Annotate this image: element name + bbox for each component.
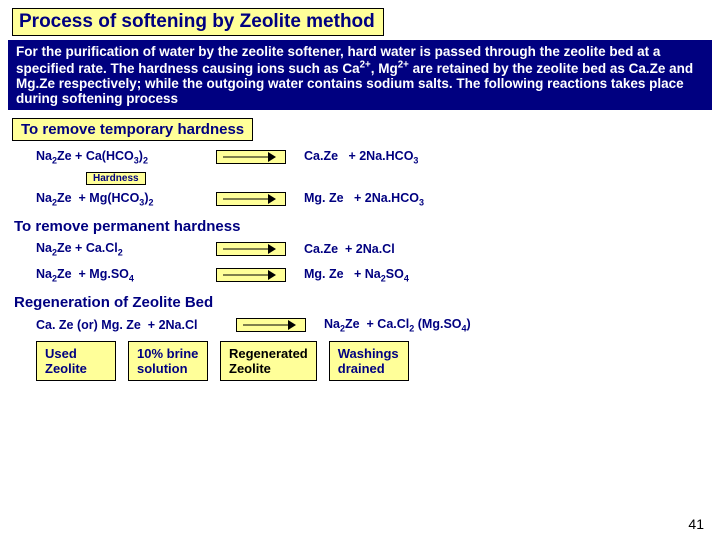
reaction-1: Na2Ze + Ca(HCO3)2 Ca.Ze + 2Na.HCO3 (36, 149, 708, 166)
reaction-4: Na2Ze + Mg.SO4 Mg. Ze + Na2SO4 (36, 267, 708, 284)
used-zeolite-box: UsedZeolite (36, 341, 116, 381)
section-regeneration: Regeneration of Zeolite Bed (12, 294, 708, 311)
reaction-2-lhs: Na2Ze + Mg(HCO3)2 (36, 191, 216, 208)
temporary-hardness-equations: Na2Ze + Ca(HCO3)2 Ca.Ze + 2Na.HCO3 Hardn… (36, 149, 708, 208)
section-temporary-hardness: To remove temporary hardness (12, 118, 253, 141)
reaction-3-rhs: Ca.Ze + 2Na.Cl (304, 242, 395, 256)
regeneration-boxes-row: UsedZeolite 10% brinesolution Regenerate… (36, 341, 708, 381)
hardness-label: Hardness (86, 172, 146, 185)
arrow-icon (216, 268, 286, 282)
reaction-5: Ca. Ze (or) Mg. Ze + 2Na.Cl Na2Ze + Ca.C… (36, 317, 708, 334)
reaction-3-lhs: Na2Ze + Ca.Cl2 (36, 241, 216, 258)
reaction-1-rhs: Ca.Ze + 2Na.HCO3 (304, 149, 418, 166)
reaction-5-rhs: Na2Ze + Ca.Cl2 (Mg.SO4) (324, 317, 471, 334)
section-permanent-hardness: To remove permanent hardness (12, 218, 708, 235)
arrow-icon (216, 192, 286, 206)
slide-title: Process of softening by Zeolite method (12, 8, 384, 36)
description-block: For the purification of water by the zeo… (8, 40, 712, 110)
regeneration-equation: Ca. Ze (or) Mg. Ze + 2Na.Cl Na2Ze + Ca.C… (36, 317, 708, 334)
arrow-icon (216, 242, 286, 256)
permanent-hardness-equations: Na2Ze + Ca.Cl2 Ca.Ze + 2Na.Cl Na2Ze + Mg… (36, 241, 708, 284)
page-number: 41 (688, 516, 704, 532)
reaction-5-lhs: Ca. Ze (or) Mg. Ze + 2Na.Cl (36, 318, 236, 332)
reaction-2: Na2Ze + Mg(HCO3)2 Mg. Ze + 2Na.HCO3 (36, 191, 708, 208)
arrow-icon (216, 150, 286, 164)
reaction-3: Na2Ze + Ca.Cl2 Ca.Ze + 2Na.Cl (36, 241, 708, 258)
reaction-4-rhs: Mg. Ze + Na2SO4 (304, 267, 409, 284)
reaction-2-rhs: Mg. Ze + 2Na.HCO3 (304, 191, 424, 208)
arrow-icon (236, 318, 306, 332)
reaction-4-lhs: Na2Ze + Mg.SO4 (36, 267, 216, 284)
reaction-1-lhs: Na2Ze + Ca(HCO3)2 (36, 149, 216, 166)
regenerated-zeolite-box: RegeneratedZeolite (220, 341, 317, 381)
washings-box: Washingsdrained (329, 341, 409, 381)
brine-box: 10% brinesolution (128, 341, 208, 381)
